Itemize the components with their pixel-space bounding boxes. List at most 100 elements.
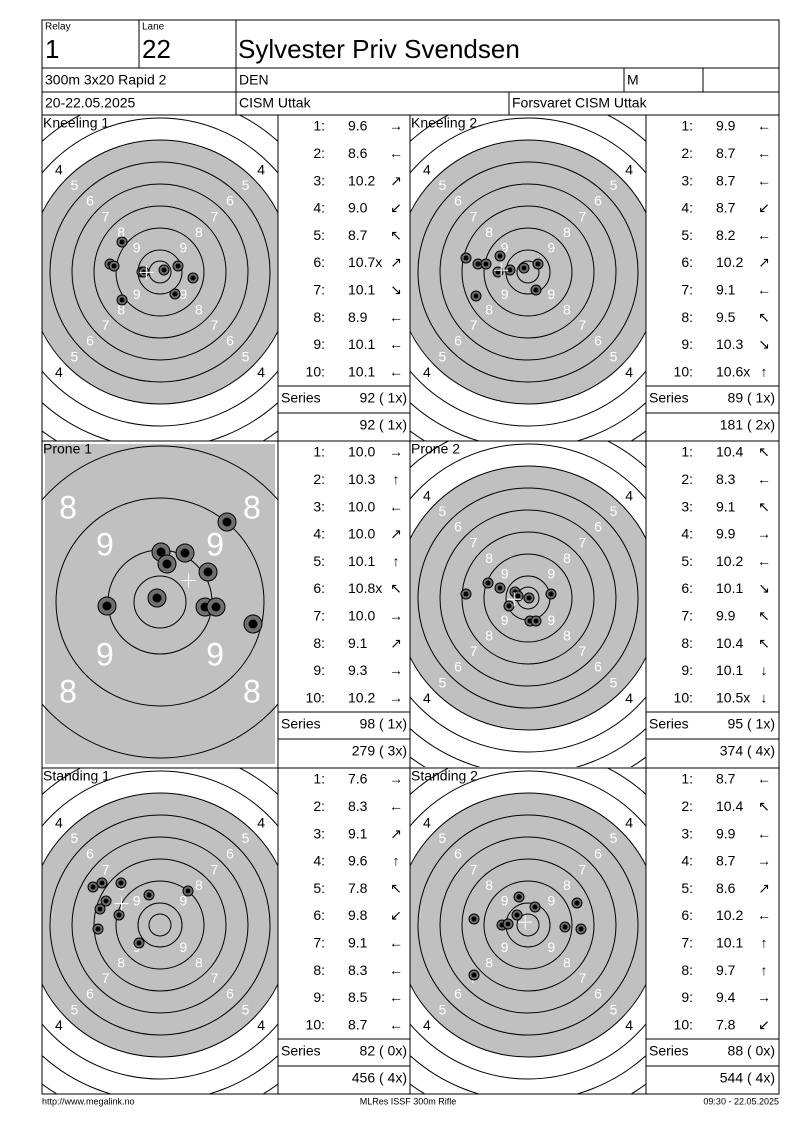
ring (71, 183, 249, 361)
ring-label: 8 (243, 673, 261, 709)
ring-label: 6 (454, 986, 462, 1002)
shot-core (497, 585, 503, 591)
ring (42, 792, 278, 1058)
shot-number: 9: (681, 662, 693, 678)
shot-core (473, 293, 479, 299)
shot-number: 2: (681, 471, 693, 487)
shot-score: 8.9 (348, 309, 368, 325)
shot-number: 1: (313, 771, 325, 787)
ring (137, 902, 183, 948)
shot-core (548, 591, 554, 597)
ring (461, 205, 595, 339)
shot-core (526, 595, 532, 601)
ring-label: 9 (133, 286, 141, 302)
shot-direction: ↘ (758, 580, 770, 596)
ring-label: 8 (485, 955, 493, 971)
ring-label: 4 (55, 364, 63, 380)
shot-score: 10.3 (716, 336, 743, 352)
ring-label: 4 (423, 364, 431, 380)
shot-direction: → (757, 526, 771, 542)
inner-ten (516, 260, 540, 284)
ring-label: 8 (563, 302, 571, 318)
footer-center: MLRes ISSF 300m Rifle (360, 1096, 457, 1106)
ring-label: 7 (211, 970, 219, 986)
shot-score: 8.7 (716, 145, 736, 161)
shot-score: 9.9 (716, 526, 736, 542)
shot-score: 8.3 (348, 962, 368, 978)
shot-number: 1: (681, 444, 693, 460)
ring-label: 7 (579, 643, 587, 659)
shot-direction: ↗ (758, 880, 770, 896)
ring-label: 4 (625, 815, 633, 831)
shot-direction: ← (389, 363, 403, 379)
shot-core (471, 972, 477, 978)
shot-score: 10.4 (716, 798, 743, 814)
ring-label: 9 (547, 239, 555, 255)
shot-core (203, 567, 213, 577)
shot-core (161, 267, 167, 273)
shot-direction: ↙ (390, 200, 402, 216)
ring-label: 9 (501, 565, 509, 581)
ring-label: 7 (579, 317, 587, 333)
ring-label: 5 (71, 177, 79, 193)
shot-score: 9.9 (716, 825, 736, 841)
shot-number: 10: (674, 1016, 693, 1032)
shot-core (483, 261, 489, 267)
shot-core (521, 265, 527, 271)
ring-label: 7 (102, 861, 110, 877)
ring-label: 4 (55, 162, 63, 178)
shot-number: 5: (313, 880, 325, 896)
shot-direction: ← (757, 172, 771, 188)
panel-title: Prone 1 (43, 441, 92, 457)
shot-direction: ↗ (390, 172, 402, 188)
ring-label: 5 (242, 830, 250, 846)
series-total: 95 ( 1x) (728, 716, 775, 732)
shot-core (103, 898, 109, 904)
ring-label: 4 (257, 1017, 265, 1033)
ring (461, 858, 595, 992)
shot-core (514, 912, 520, 918)
shot-score: 10.1 (348, 553, 375, 569)
shot-score: 10.1 (348, 282, 375, 298)
shot-core (574, 900, 580, 906)
ring-label: 4 (625, 162, 633, 178)
cumulative-total: 181 ( 2x) (720, 417, 775, 433)
ring-label: 4 (55, 815, 63, 831)
shot-number: 5: (313, 227, 325, 243)
shot-core (90, 884, 96, 890)
ring-label: 9 (501, 612, 509, 628)
shot-score: 8.5 (348, 989, 368, 1005)
shot-score: 10.5x (716, 689, 750, 705)
cumulative-total: 374 ( 4x) (720, 743, 775, 759)
shot-core (248, 619, 258, 629)
ring-label: 9 (501, 892, 509, 908)
shot-number: 8: (313, 962, 325, 978)
series-label: Series (281, 390, 321, 406)
shot-direction: ↑ (393, 553, 400, 569)
aiming-black (410, 793, 646, 1057)
ring (42, 770, 278, 1080)
ring-label: 4 (625, 690, 633, 706)
ring-label: 7 (579, 208, 587, 224)
shot-number: 3: (681, 825, 693, 841)
ring-label: 9 (179, 892, 187, 908)
ring-label: 9 (133, 892, 141, 908)
shot-number: 10: (306, 689, 325, 705)
shot-score: 10.7x (348, 254, 382, 270)
shot-direction: → (389, 444, 403, 460)
ring-label: 7 (470, 643, 478, 659)
ring (461, 531, 595, 665)
ring-label: 8 (59, 673, 77, 709)
group-centre (181, 573, 196, 588)
shot-number: 3: (313, 498, 325, 514)
shot-direction: → (389, 662, 403, 678)
series-total: 88 ( 0x) (728, 1043, 775, 1059)
shot-score: 8.7 (716, 853, 736, 869)
ring-label: 4 (423, 162, 431, 178)
ring-label: 4 (257, 815, 265, 831)
group-centre (139, 265, 154, 280)
ring (417, 487, 639, 709)
shot-score: 10.1 (716, 580, 743, 596)
shot-core (156, 547, 166, 557)
